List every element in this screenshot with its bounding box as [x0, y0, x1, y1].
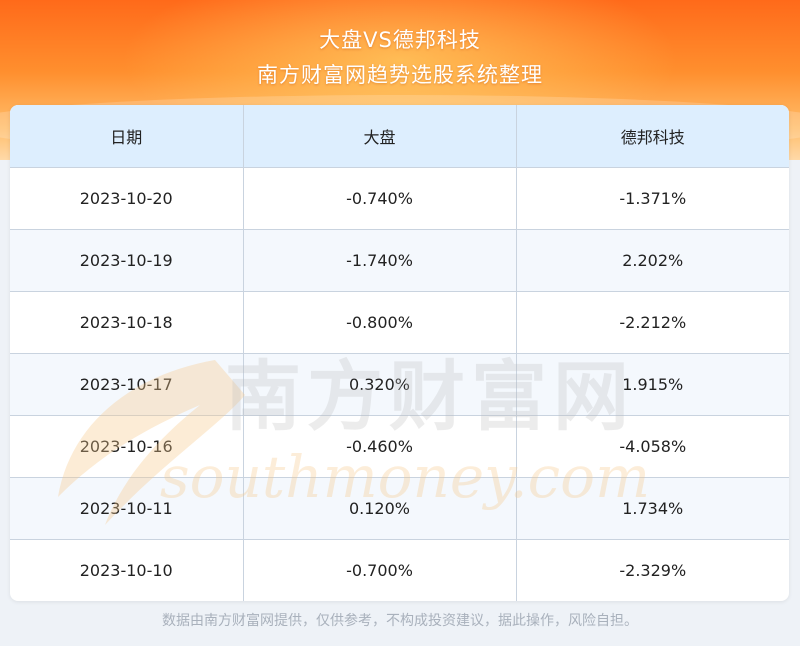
cell-market-change: -0.800%: [243, 291, 517, 354]
cell-date: 2023-10-20: [10, 167, 244, 230]
cell-date: 2023-10-18: [10, 291, 244, 354]
cell-market-change: 0.120%: [243, 477, 517, 540]
table-row: 2023-10-19 -1.740% 2.202%: [10, 229, 789, 292]
cell-stock-change: 1.915%: [516, 353, 789, 416]
table-row: 2023-10-17 0.320% 1.915%: [10, 353, 789, 416]
cell-date: 2023-10-16: [10, 415, 244, 478]
table-header-row: 日期 大盘 德邦科技: [10, 105, 789, 168]
cell-stock-change: -2.329%: [619, 560, 687, 580]
column-header-market: 大盘: [243, 105, 517, 168]
table-row: 2023-10-18 -0.800% -2.212%: [10, 291, 789, 354]
table-row: 2023-10-11 0.120% 1.734%: [10, 477, 789, 540]
cell-date: 2023-10-11: [10, 477, 244, 540]
cell-market-change: -0.700%: [243, 539, 517, 601]
cell-date: 2023-10-10: [10, 539, 244, 601]
cell-date: 2023-10-17: [10, 353, 244, 416]
page-subtitle: 南方财富网趋势选股系统整理: [257, 63, 543, 87]
table-row: 2023-10-20 -0.740% -1.371%: [10, 167, 789, 230]
cell-market-change: -0.460%: [243, 415, 517, 478]
column-header-stock: 德邦科技: [516, 105, 789, 168]
comparison-table-card: 日期 大盘 德邦科技 2023-10-20 -0.740% -1.371% 20…: [10, 105, 789, 601]
cell-market-change: -0.740%: [243, 167, 517, 230]
cell-stock-change: -2.212%: [516, 291, 789, 354]
cell-stock-change: 2.202%: [516, 229, 789, 292]
cell-stock-change: -4.058%: [516, 415, 789, 478]
cell-market-change: 0.320%: [243, 353, 517, 416]
disclaimer-text: 数据由南方财富网提供，仅供参考，不构成投资建议，据此操作，风险自担。: [162, 613, 638, 629]
cell-date: 2023-10-19: [10, 229, 244, 292]
cell-market-change: -1.740%: [243, 229, 517, 292]
cell-stock-change: 1.734%: [516, 477, 789, 540]
cell-stock-change: -1.371%: [516, 167, 789, 230]
page-title: 大盘VS德邦科技: [319, 28, 481, 52]
comparison-table: 日期 大盘 德邦科技 2023-10-20 -0.740% -1.371% 20…: [10, 105, 789, 601]
table-row: 2023-10-16 -0.460% -4.058%: [10, 415, 789, 478]
column-header-date: 日期: [10, 105, 244, 168]
table-row: 2023-10-10 -0.700% -2.329%: [10, 539, 789, 601]
